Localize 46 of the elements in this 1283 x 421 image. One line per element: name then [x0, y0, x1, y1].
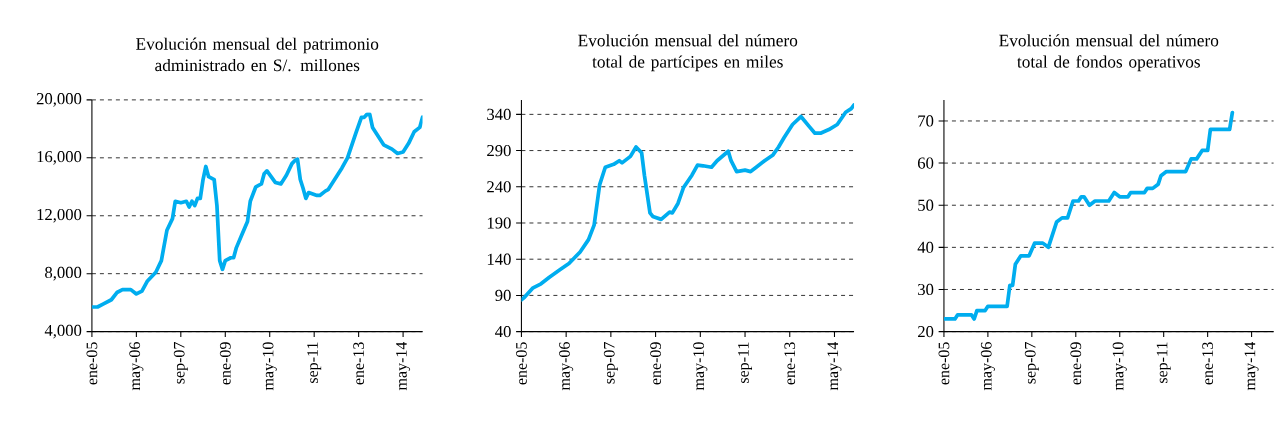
x-tick-label: may-10 [262, 342, 277, 391]
y-tick-label: 90 [495, 290, 511, 302]
y-tick-label: 8,000 [45, 267, 82, 281]
chart-title: Evolución mensual del patrimonio administrado en S/. millones [136, 37, 379, 72]
x-tick-label: sep-11 [307, 342, 322, 384]
chart-title: Evolución mensual del número total de fondos operativos [999, 34, 1219, 72]
x-tick-label: may-06 [980, 342, 995, 391]
x-tick-label: ene-13 [353, 342, 364, 385]
y-tick-label: 60 [917, 157, 934, 169]
y-tick-label: 340 [487, 108, 511, 121]
y-tick-label: 140 [487, 253, 511, 266]
line-series [521, 103, 855, 302]
x-tick-label: ene-13 [784, 342, 796, 385]
y-tick-label: 40 [495, 326, 511, 338]
y-tick-label: 50 [918, 199, 934, 212]
chart-title: Evolución mensual del número total de partícipes en miles [578, 34, 798, 72]
y-tick-label: 190 [487, 217, 511, 229]
x-tick-label: may-10 [1112, 342, 1127, 391]
x-tick-label: sep-07 [1024, 342, 1039, 384]
x-tick-label: sep-11 [1156, 342, 1171, 384]
x-tick-label: sep-11 [738, 342, 753, 384]
x-tick-label: may-06 [559, 342, 574, 391]
x-tick-label: ene-05 [516, 342, 527, 385]
x-tick-label: may-10 [693, 342, 708, 391]
x-tick-label: ene-05 [86, 342, 98, 385]
y-tick-label: 70 [918, 115, 934, 127]
y-tick-label: 240 [487, 181, 511, 193]
y-tick-label: 30 [918, 284, 934, 296]
y-tick-label: 20 [918, 326, 934, 338]
x-tick-label: ene-09 [219, 342, 231, 385]
x-tick-label: ene-09 [1070, 342, 1082, 385]
y-tick-label: 20,000 [36, 93, 82, 107]
x-tick-label: may-06 [129, 342, 144, 391]
x-tick-label: sep-07 [173, 342, 188, 384]
x-tick-label: may-14 [1244, 342, 1259, 391]
y-tick-label: 12,000 [37, 209, 82, 223]
x-tick-label: may-14 [396, 342, 411, 391]
y-tick-label: 290 [487, 145, 511, 157]
y-tick-label: 4,000 [44, 325, 82, 339]
y-tick-label: 40 [917, 241, 934, 254]
y-tick-label: 16,000 [37, 151, 82, 165]
x-tick-label: ene-13 [1202, 342, 1213, 385]
x-tick-label: ene-09 [650, 342, 661, 385]
x-tick-label: may-14 [827, 342, 842, 391]
x-tick-label: ene-05 [938, 342, 950, 385]
x-tick-label: sep-07 [603, 342, 618, 384]
